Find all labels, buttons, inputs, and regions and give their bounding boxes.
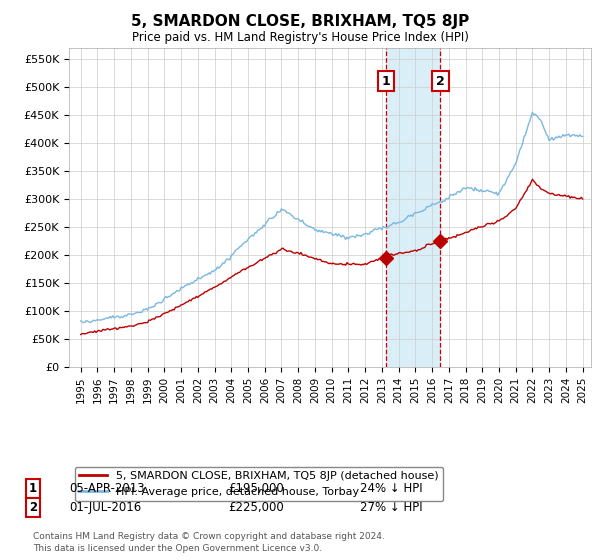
Text: 1: 1 <box>29 482 37 495</box>
Legend: 5, SMARDON CLOSE, BRIXHAM, TQ5 8JP (detached house), HPI: Average price, detache: 5, SMARDON CLOSE, BRIXHAM, TQ5 8JP (deta… <box>74 466 443 501</box>
Text: 27% ↓ HPI: 27% ↓ HPI <box>360 501 422 515</box>
Text: £195,000: £195,000 <box>228 482 284 495</box>
Text: 5, SMARDON CLOSE, BRIXHAM, TQ5 8JP: 5, SMARDON CLOSE, BRIXHAM, TQ5 8JP <box>131 14 469 29</box>
Text: 01-JUL-2016: 01-JUL-2016 <box>69 501 141 515</box>
Text: 05-APR-2013: 05-APR-2013 <box>69 482 145 495</box>
Bar <box>386 48 440 367</box>
Text: Contains HM Land Registry data © Crown copyright and database right 2024.
This d: Contains HM Land Registry data © Crown c… <box>33 533 385 553</box>
Text: 24% ↓ HPI: 24% ↓ HPI <box>360 482 422 495</box>
Text: 2: 2 <box>29 501 37 515</box>
Text: £225,000: £225,000 <box>228 501 284 515</box>
Text: Price paid vs. HM Land Registry's House Price Index (HPI): Price paid vs. HM Land Registry's House … <box>131 31 469 44</box>
Text: 2: 2 <box>436 74 445 88</box>
Text: 1: 1 <box>382 74 391 88</box>
